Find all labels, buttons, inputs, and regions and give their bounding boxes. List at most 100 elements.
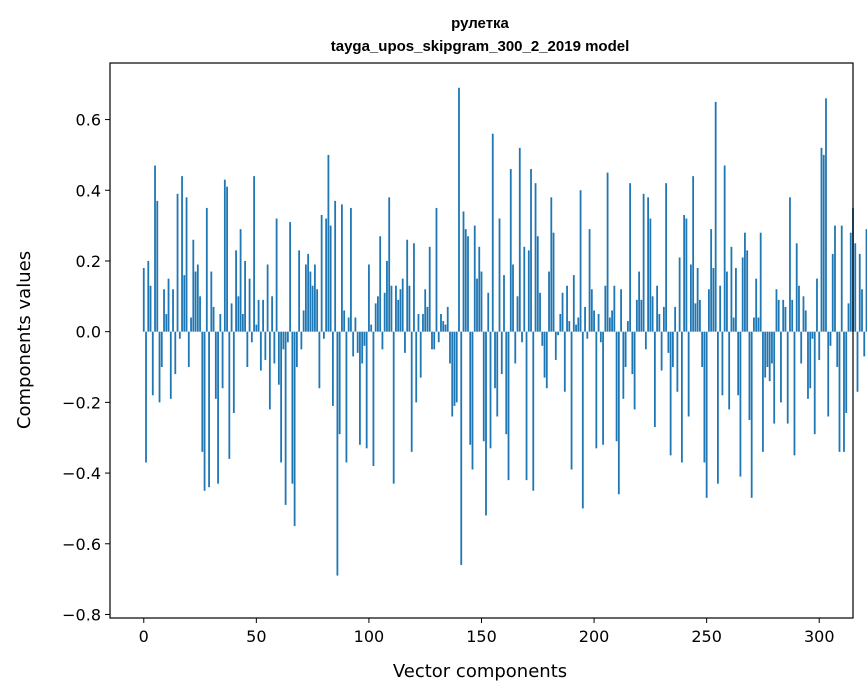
bar-23	[194, 271, 197, 332]
bar-303	[825, 98, 827, 332]
bar-208	[611, 310, 613, 332]
bars-group	[142, 87, 867, 576]
bar-138	[453, 331, 456, 406]
bar-67	[293, 331, 296, 527]
bar-226	[651, 296, 654, 332]
bar-230	[660, 331, 663, 371]
bar-51	[257, 299, 260, 332]
bar-78	[318, 331, 321, 389]
bar-296	[809, 331, 812, 389]
bar-148	[476, 278, 478, 332]
bar-227	[653, 331, 656, 428]
bar-128	[431, 331, 433, 350]
bar-232	[665, 183, 668, 332]
bar-265	[739, 331, 742, 477]
bar-110	[390, 285, 393, 332]
bar-114	[399, 289, 402, 332]
bar-206	[606, 172, 609, 332]
bar-158	[498, 218, 501, 332]
bar-83	[329, 225, 332, 332]
bar-161	[505, 331, 508, 435]
bar-216	[629, 183, 631, 332]
bar-260	[728, 331, 731, 410]
bar-189	[568, 321, 571, 332]
bar-273	[757, 317, 760, 332]
bar-180	[548, 271, 550, 332]
bar-245	[694, 303, 697, 332]
bar-247	[699, 299, 701, 332]
bar-52	[259, 331, 262, 371]
y-axis-ticks: −0.8 −0.6 −0.4 −0.2 0.0 0.2 0.4 0.6	[62, 111, 110, 624]
bar-298	[813, 331, 816, 435]
bar-84	[332, 331, 334, 406]
bar-176	[539, 292, 541, 332]
bar-125	[424, 289, 427, 332]
bar-185	[559, 313, 562, 332]
bar-111	[392, 331, 395, 484]
bar-44	[241, 313, 244, 332]
bar-27	[203, 331, 206, 491]
bar-43	[239, 229, 242, 332]
bar-102	[372, 331, 375, 466]
bar-169	[523, 246, 526, 332]
bar-24	[196, 264, 199, 332]
bar-257	[721, 331, 724, 396]
bar-244	[692, 176, 695, 332]
bar-81	[325, 218, 328, 332]
bar-174	[534, 183, 537, 332]
bar-155	[491, 133, 494, 332]
bar-269	[748, 331, 751, 421]
bar-41	[235, 250, 237, 332]
bar-261	[730, 246, 733, 332]
bar-73	[307, 253, 310, 332]
bar-30	[210, 271, 213, 332]
bar-122	[417, 313, 420, 332]
bar-145	[469, 331, 472, 445]
bar-196	[584, 306, 586, 332]
chart-title: рулетка	[451, 15, 509, 32]
x-tick-label-300: 300	[804, 627, 835, 646]
bar-239	[680, 331, 683, 463]
bar-278	[768, 331, 771, 382]
bar-188	[566, 285, 568, 332]
bar-266	[741, 257, 744, 332]
bar-308	[836, 331, 839, 368]
bar-288	[791, 299, 794, 332]
bar-307	[834, 225, 836, 332]
bar-163	[509, 169, 512, 332]
bar-68	[295, 331, 298, 368]
bar-264	[737, 331, 740, 396]
bar-137	[451, 331, 454, 417]
bar-302	[822, 154, 825, 332]
bar-319	[861, 289, 863, 332]
bar-231	[662, 306, 665, 332]
bar-49	[253, 176, 255, 332]
bar-320	[863, 331, 866, 357]
bar-311	[843, 331, 845, 452]
bar-124	[422, 313, 424, 332]
bar-141	[460, 331, 463, 565]
bar-272	[755, 278, 758, 332]
bar-259	[726, 271, 728, 332]
bar-178	[543, 331, 546, 378]
bar-293	[802, 296, 805, 332]
bar-181	[550, 197, 553, 332]
bar-238	[678, 257, 681, 332]
bar-225	[649, 218, 652, 332]
bar-29	[208, 331, 210, 488]
bar-249	[703, 331, 706, 463]
bar-193	[577, 317, 580, 332]
bar-205	[604, 285, 607, 332]
bar-16	[178, 331, 181, 339]
bar-221	[640, 299, 643, 332]
bar-3	[149, 285, 152, 332]
bar-101	[370, 324, 373, 332]
bar-284	[782, 299, 785, 332]
bar-79	[320, 215, 323, 332]
bar-62	[282, 331, 285, 350]
x-axis-ticks: 0 50 100 150 200 250 300	[139, 618, 835, 646]
y-tick-label-4: 0.0	[76, 323, 101, 342]
bar-25	[199, 296, 201, 332]
bar-300	[818, 331, 821, 360]
